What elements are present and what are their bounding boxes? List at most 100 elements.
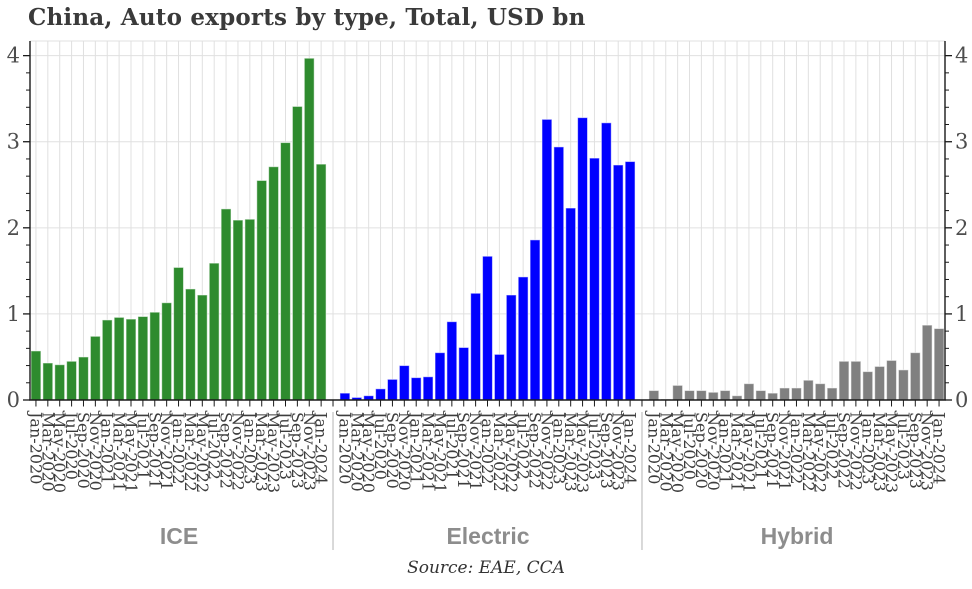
bar-ice-Jul-2021 xyxy=(137,315,149,401)
bar-ice-May-2020 xyxy=(54,364,66,401)
bar-ice-Nov-2022 xyxy=(232,219,244,401)
x-tick-label: Mar-2022 xyxy=(181,412,200,492)
bar-hybrid-Jan-2020 xyxy=(648,390,660,401)
bar-hybrid-Nov-2022 xyxy=(850,360,862,401)
x-tick-label: Jan-2022 xyxy=(478,410,497,484)
x-tick-label: Sep-2020 xyxy=(383,412,402,489)
panel-label-electric: Electric xyxy=(446,523,530,549)
x-tick-label: Jan-2021 xyxy=(407,410,426,484)
x-tick-label: Jul-2023 xyxy=(276,410,295,480)
x-tick-label: Jan-2020 xyxy=(644,410,663,484)
bar-electric-Jul-2022 xyxy=(517,276,529,401)
x-tick-label: Jan-2021 xyxy=(716,410,735,484)
x-tick-label: May-2020 xyxy=(359,412,378,493)
x-tick-label: Jul-2023 xyxy=(585,410,604,480)
bar-ice-Nov-2020 xyxy=(89,335,101,401)
x-tick-label: Nov-2022 xyxy=(537,412,556,491)
x-tick-label: Jan-2020 xyxy=(26,410,45,484)
x-tick-label: Jul-2022 xyxy=(823,410,842,480)
panel-label-hybrid: Hybrid xyxy=(760,523,834,549)
bar-hybrid-Nov-2020 xyxy=(707,391,719,401)
x-tick-label: Sep-2020 xyxy=(692,412,711,489)
y-tick-label-left: 4 xyxy=(7,44,20,68)
x-tick-label: Mar-2020 xyxy=(656,412,675,492)
x-tick-label: Mar-2023 xyxy=(561,412,580,492)
x-tick-label: Mar-2022 xyxy=(799,412,818,492)
x-tick-label: Sep-2022 xyxy=(526,412,545,489)
y-tick-label-right: 2 xyxy=(955,216,968,240)
bar-hybrid-Sep-2020 xyxy=(695,390,707,401)
bar-hybrid-Jul-2022 xyxy=(826,387,838,401)
bar-hybrid-Jan-2023 xyxy=(862,371,874,401)
x-tick-label: Nov-2022 xyxy=(228,412,247,491)
x-tick-label: Nov-2023 xyxy=(300,412,319,491)
bar-hybrid-May-2021 xyxy=(743,383,755,401)
x-tick-label: Sep-2023 xyxy=(906,412,925,489)
x-tick-label: May-2022 xyxy=(193,412,212,493)
bar-ice-Jan-2022 xyxy=(173,266,184,401)
bar-ice-Mar-2021 xyxy=(113,316,125,401)
bar-ice-Jan-2024 xyxy=(315,163,327,401)
y-tick-label-right: 3 xyxy=(955,130,968,154)
bar-electric-May-2022 xyxy=(505,294,517,401)
bar-ice-Mar-2022 xyxy=(184,288,196,401)
bar-electric-Mar-2022 xyxy=(493,353,505,401)
bar-ice-Jan-2023 xyxy=(244,218,256,401)
bar-hybrid-Jul-2020 xyxy=(684,390,695,401)
x-tick-label: Sep-2023 xyxy=(597,412,616,489)
bar-ice-May-2021 xyxy=(125,318,137,401)
x-tick-label: Mar-2020 xyxy=(347,412,366,492)
bar-ice-Jan-2020 xyxy=(30,350,42,401)
x-tick-label: Nov-2023 xyxy=(609,412,628,491)
x-tick-label: Sep-2021 xyxy=(454,412,473,489)
x-tick-label: Jan-2023 xyxy=(240,410,259,484)
bar-ice-May-2022 xyxy=(196,294,208,401)
bar-electric-Jan-2022 xyxy=(482,255,493,401)
bar-hybrid-May-2022 xyxy=(814,383,826,401)
x-tick-label: Jan-2023 xyxy=(858,410,877,484)
x-tick-label: Jul-2023 xyxy=(894,410,913,480)
bar-hybrid-Nov-2023 xyxy=(921,324,933,401)
bar-electric-Jan-2024 xyxy=(624,161,636,401)
bar-hybrid-Jul-2021 xyxy=(755,390,767,401)
bar-ice-Jul-2023 xyxy=(280,142,291,401)
x-tick-label: Nov-2023 xyxy=(918,412,937,491)
x-tick-label: Mar-2023 xyxy=(870,412,889,492)
bar-electric-Sep-2022 xyxy=(529,239,541,401)
bar-electric-Mar-2021 xyxy=(422,376,434,401)
panel-label-ice: ICE xyxy=(159,523,199,549)
x-tick-label: Jul-2020 xyxy=(62,410,81,480)
bar-electric-Jan-2023 xyxy=(553,146,565,401)
x-tick-label: Jan-2020 xyxy=(335,410,354,484)
x-tick-label: Mar-2020 xyxy=(38,412,57,492)
bar-ice-Sep-2023 xyxy=(291,105,303,401)
bar-electric-Jul-2023 xyxy=(589,157,600,401)
x-tick-label: Nov-2020 xyxy=(395,412,414,491)
bar-electric-Mar-2023 xyxy=(565,207,577,401)
x-tick-label: Nov-2021 xyxy=(775,412,794,491)
bar-hybrid-Mar-2022 xyxy=(802,379,814,401)
x-tick-label: May-2023 xyxy=(573,412,592,493)
bar-hybrid-Nov-2021 xyxy=(779,387,791,401)
x-tick-label: May-2022 xyxy=(811,412,830,493)
bar-electric-Jan-2020 xyxy=(339,392,351,401)
x-tick-label: Sep-2022 xyxy=(834,412,853,489)
y-tick-label-left: 3 xyxy=(7,130,20,154)
bar-electric-May-2023 xyxy=(577,117,588,401)
bar-hybrid-Jan-2021 xyxy=(719,390,731,401)
x-tick-label: May-2021 xyxy=(739,412,758,493)
x-tick-label: May-2021 xyxy=(122,412,141,493)
x-tick-label: May-2023 xyxy=(264,412,283,493)
y-tick-label-right: 1 xyxy=(955,302,968,326)
bar-hybrid-Jan-2024 xyxy=(933,328,945,401)
x-tick-label: Jan-2022 xyxy=(169,410,188,484)
source-note: Source: EAE, CCA xyxy=(407,558,565,578)
bar-ice-Mar-2023 xyxy=(256,179,268,401)
bar-ice-Jan-2021 xyxy=(101,319,113,401)
x-tick-label: Sep-2021 xyxy=(763,412,782,489)
bar-hybrid-May-2020 xyxy=(672,384,684,401)
x-tick-label: May-2021 xyxy=(430,412,449,493)
bar-electric-Nov-2021 xyxy=(470,292,482,401)
bar-ice-Sep-2021 xyxy=(149,311,161,401)
